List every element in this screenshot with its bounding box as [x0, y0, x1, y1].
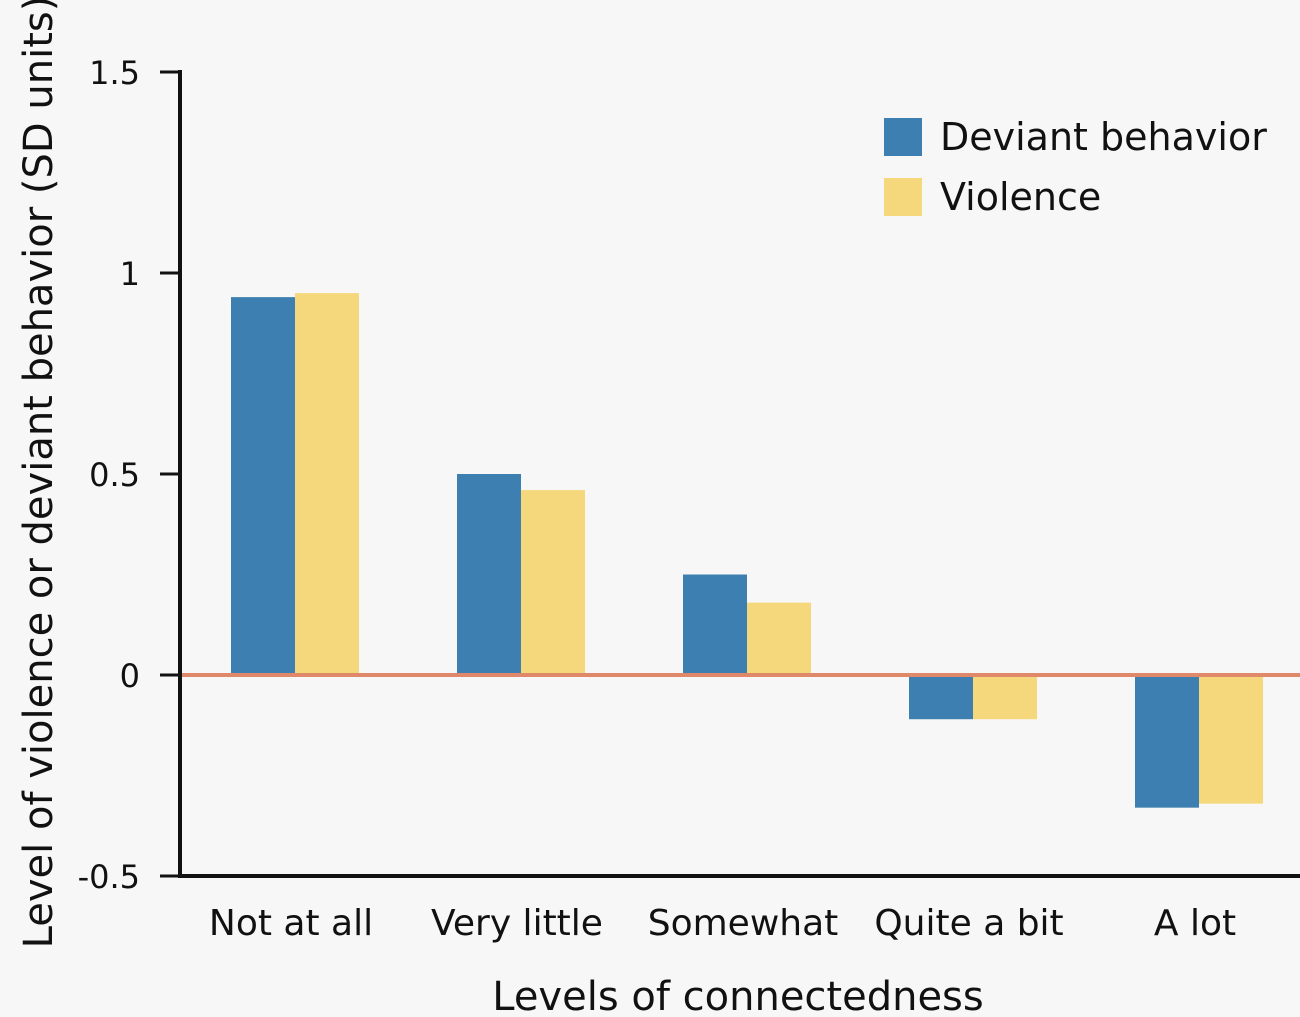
y-tick-label: 0: [120, 657, 140, 695]
y-tick-label: 1.5: [89, 54, 140, 92]
x-tick-label: Somewhat: [648, 903, 839, 944]
x-tick-label: Very little: [431, 903, 603, 944]
bar-deviant-behavior-somewhat: [683, 574, 747, 675]
y-tick-label: 0.5: [89, 456, 140, 494]
bar-violence-a-lot: [1199, 675, 1263, 804]
bar-violence-quite-a-bit: [973, 675, 1037, 720]
y-ticks: 1.5 1 0.5 0 -0.5: [78, 54, 180, 896]
legend-label: Violence: [940, 175, 1101, 219]
x-tick-label: Quite a bit: [874, 903, 1063, 944]
x-tick-labels: Not at all Very little Somewhat Quite a bit…: [209, 903, 1236, 944]
y-tick-label: 1: [120, 255, 140, 293]
y-tick-label: -0.5: [78, 858, 140, 896]
bar-deviant-behavior-quite-a-bit: [909, 675, 973, 720]
bar-deviant-behavior-a-lot: [1135, 675, 1199, 808]
y-axis-title: Level of violence or deviant behavior (S…: [16, 0, 62, 948]
x-axis-title: Levels of connectedness: [492, 974, 984, 1017]
bar-violence-very-little: [521, 490, 585, 675]
legend-swatch-violence: [884, 178, 922, 216]
bar-deviant-behavior-very-little: [457, 474, 521, 675]
bar-deviant-behavior-not-at-all: [231, 297, 295, 675]
bar-violence-not-at-all: [295, 293, 359, 675]
x-tick-label: A lot: [1154, 903, 1236, 944]
legend-swatch-deviant-behavior: [884, 118, 922, 156]
bars-group: [231, 293, 1263, 808]
bar-violence-somewhat: [747, 602, 811, 675]
legend: Deviant behavior Violence: [884, 115, 1267, 219]
legend-label: Deviant behavior: [940, 115, 1267, 159]
x-tick-label: Not at all: [209, 903, 373, 944]
